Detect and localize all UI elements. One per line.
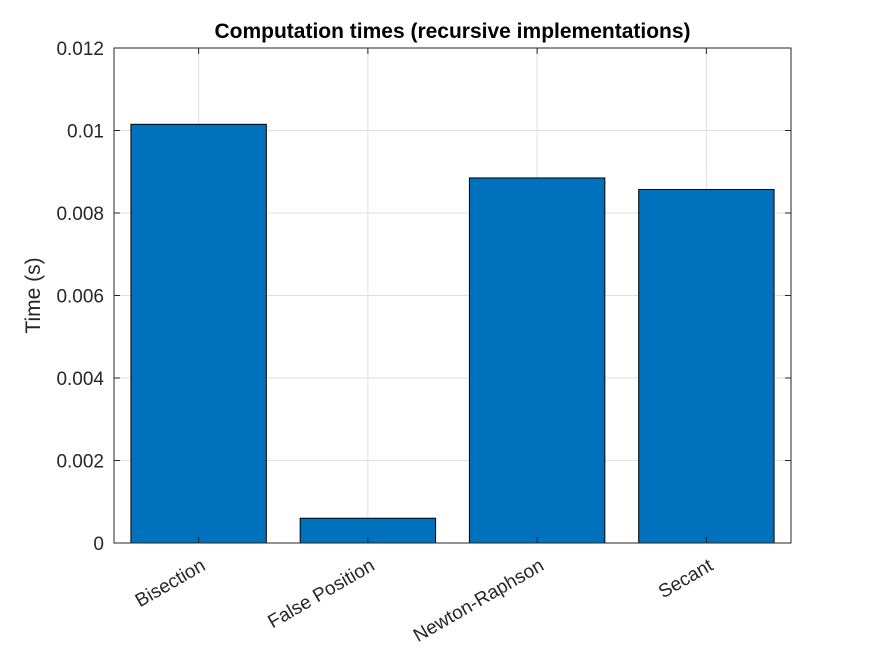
y-tick-label: 0.008 <box>56 204 104 225</box>
chart-title: Computation times (recursive implementat… <box>214 20 690 43</box>
bar-bisection <box>130 123 267 544</box>
y-tick-label: 0.004 <box>56 369 104 390</box>
y-tick-label: 0 <box>93 534 104 555</box>
y-axis-label: Time (s) <box>22 257 45 333</box>
bars <box>130 123 775 544</box>
bar-secant <box>638 188 775 544</box>
y-tick-label: 0.006 <box>56 287 104 308</box>
bar-newton-raphson <box>468 177 606 544</box>
tick-marks <box>114 47 791 544</box>
y-tick-label: 0.01 <box>67 122 104 143</box>
y-tick-label: 0.002 <box>56 452 104 473</box>
y-tick-label: 0.012 <box>56 39 104 60</box>
y-tick-labels: 0 0.002 0.004 0.006 0.008 0.01 0.012 <box>56 39 104 555</box>
